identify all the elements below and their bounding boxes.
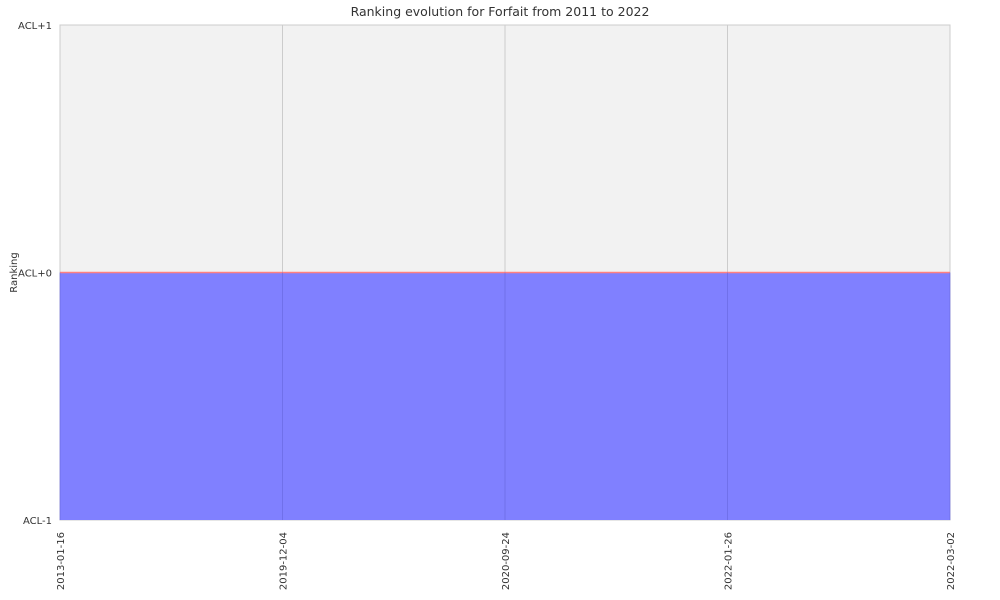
y-tick-label: ACL+0	[18, 269, 52, 280]
chart-title: Ranking evolution for Forfait from 2011 …	[351, 4, 650, 19]
y-tick-label: ACL-1	[23, 516, 52, 527]
x-tick-label: 2020-09-24	[501, 532, 512, 590]
x-tick-label: 2013-01-16	[56, 532, 67, 590]
y-tick-labels: ACL+1 ACL+0 ACL-1	[18, 21, 52, 527]
x-tick-label: 2022-03-02	[946, 532, 957, 590]
x-tick-label: 2022-01-26	[724, 532, 735, 590]
area-layer	[59, 271, 951, 520]
y-axis-label: Ranking	[9, 252, 20, 292]
y-tick-label: ACL+1	[18, 21, 52, 32]
x-tick-labels: 2013-01-16 2019-12-04 2020-09-24 2022-01-26…	[56, 532, 957, 590]
x-tick-label: 2019-12-04	[279, 532, 290, 590]
